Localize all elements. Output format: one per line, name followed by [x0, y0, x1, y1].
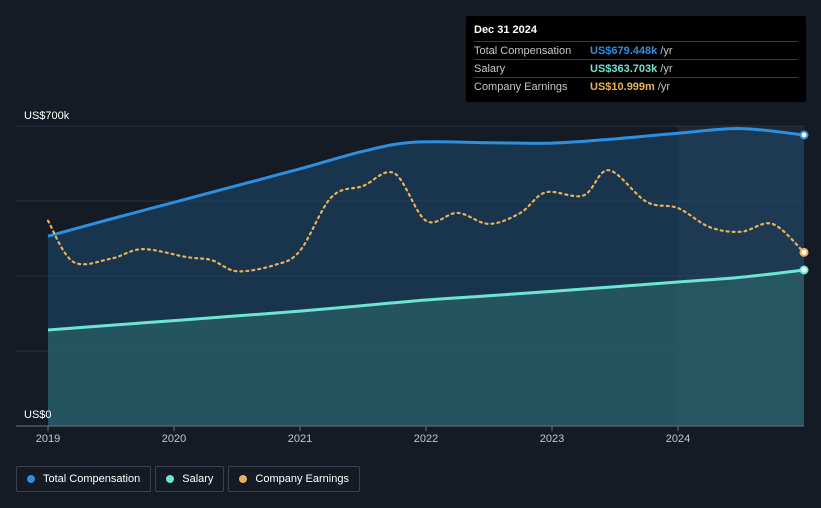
- chart-tooltip: Dec 31 2024 Total Compensation US$679.44…: [466, 16, 806, 102]
- tooltip-date: Dec 31 2024: [474, 24, 537, 36]
- tooltip-value: US$679.448k: [590, 44, 658, 57]
- tooltip-row-company-earnings: Company Earnings US$10.999m /yr: [474, 77, 798, 95]
- company-earnings-endpoint: [799, 247, 809, 257]
- x-tick-label: 2022: [414, 433, 438, 445]
- tooltip-unit: /yr: [657, 80, 671, 93]
- y-axis-bottom-label: US$0: [24, 409, 52, 421]
- x-tick-label: 2023: [540, 433, 564, 445]
- salary-area: [48, 270, 804, 426]
- tooltip-label: Total Compensation: [474, 44, 572, 57]
- tooltip-label: Company Earnings: [474, 80, 568, 93]
- tooltip-value: US$10.999m: [590, 80, 655, 93]
- tooltip-unit: /yr: [660, 44, 673, 57]
- total-compensation-line: [47, 127, 805, 238]
- legend-label: Total Compensation: [43, 473, 141, 485]
- legend-dot-icon: [166, 475, 175, 483]
- x-tick-label: 2024: [666, 433, 690, 445]
- legend-dot-icon: [239, 475, 248, 483]
- tooltip-unit: /yr: [660, 62, 673, 75]
- chart-legend: Total Compensation Salary Company Earnin…: [16, 466, 360, 492]
- x-tick-label: 2020: [162, 433, 186, 445]
- tooltip-row-salary: Salary US$363.703k /yr: [474, 59, 798, 77]
- tooltip-label: Salary: [474, 62, 506, 75]
- legend-label: Salary: [182, 473, 214, 485]
- tooltip-row-total-compensation: Total Compensation US$679.448k /yr: [474, 41, 798, 59]
- legend-label: Company Earnings: [255, 473, 349, 485]
- legend-item-company-earnings[interactable]: Company Earnings: [228, 466, 360, 492]
- salary-line: [47, 268, 805, 332]
- salary-endpoint: [799, 265, 809, 275]
- total-compensation-endpoint: [799, 130, 809, 140]
- company-earnings-line: [46, 169, 806, 273]
- x-tick-label: 2021: [288, 433, 312, 445]
- tooltip-value: US$363.703k: [590, 62, 658, 75]
- legend-dot-icon: [27, 475, 35, 483]
- y-axis-top-label: US$700k: [24, 110, 70, 122]
- x-tick-label: 2019: [36, 433, 60, 445]
- legend-item-total-compensation[interactable]: Total Compensation: [16, 466, 152, 492]
- legend-item-salary[interactable]: Salary: [155, 466, 225, 492]
